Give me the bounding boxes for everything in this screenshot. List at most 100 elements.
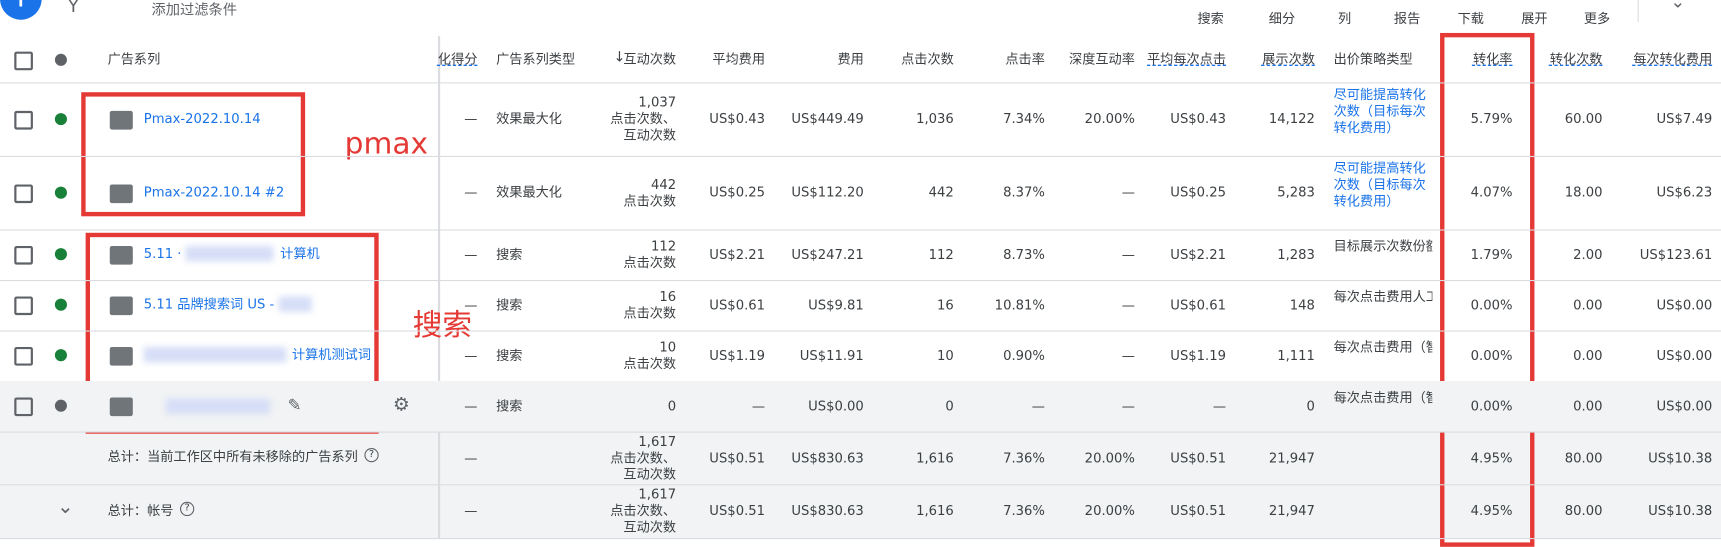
cell-interactions: 1,617 xyxy=(638,486,677,502)
campaign-name-end[interactable]: 计算机测试词 xyxy=(291,346,372,363)
cell-cost: US$449.49 xyxy=(791,110,864,127)
cell-clicks: 0 xyxy=(945,398,954,414)
cell-impressions: 5,283 xyxy=(1277,184,1315,200)
cell-impressions: 1,111 xyxy=(1277,347,1315,363)
toolbar-action[interactable]: 列 xyxy=(1337,10,1352,27)
cell-interactions-sub: 点击次数 xyxy=(623,305,677,321)
status xyxy=(54,298,67,311)
toolbar-action[interactable]: 搜索 xyxy=(1197,10,1224,27)
row-divider xyxy=(0,484,1721,486)
checkbox[interactable] xyxy=(14,183,33,203)
campaign-name[interactable]: Pmax-2022.10.14 #2 xyxy=(143,183,285,200)
cell-interactions: 1,037 xyxy=(638,94,677,110)
campaign-name[interactable]: 5.11 · xyxy=(143,245,182,262)
cell-ctr: — xyxy=(1031,398,1045,414)
checkbox[interactable] xyxy=(14,296,33,316)
campaign-icon xyxy=(109,183,133,203)
column-header[interactable]: 点击率 xyxy=(1005,51,1045,67)
add-button[interactable]: + xyxy=(0,0,42,20)
annotation: 搜索 xyxy=(412,308,472,343)
help-icon[interactable]: ? xyxy=(364,447,379,463)
toolbar-action[interactable]: 报告 xyxy=(1393,10,1421,27)
cell-conversions: 0.00 xyxy=(1573,347,1603,363)
column-header[interactable]: 深度互动率 xyxy=(1069,51,1135,67)
total-bg xyxy=(0,484,1721,539)
cell-clicks: 16 xyxy=(937,297,954,313)
redacted xyxy=(278,296,312,312)
cell-type: 搜索 xyxy=(496,347,523,363)
column-header[interactable]: 广告系列类型 xyxy=(496,51,576,67)
cell-cost-conv: US$10.38 xyxy=(1648,449,1713,466)
cell-avg-cost: US$0.43 xyxy=(709,110,766,127)
expand-icon[interactable]: ⌄ xyxy=(57,495,74,519)
total-label: 总计：帐号 xyxy=(107,502,174,518)
column-header[interactable]: 出价策略类型 xyxy=(1333,51,1413,67)
toolbar-action[interactable]: 展开 xyxy=(1521,10,1548,27)
toolbar-action[interactable]: 更多 xyxy=(1583,10,1611,27)
cell-cost: US$830.63 xyxy=(791,502,864,519)
bid-strategy: 每次点击费用（智 xyxy=(1333,339,1433,355)
header-bg xyxy=(0,36,1721,83)
cell-engagement: 20.00% xyxy=(1084,449,1135,466)
filter-icon[interactable]: Y xyxy=(68,0,79,17)
column-header[interactable]: 平均每次点击 xyxy=(1146,51,1227,67)
cell-avg-cost: — xyxy=(751,398,766,414)
bid-strategy: 尽可能提高转化次数（目标每次转化费用） xyxy=(1333,86,1426,135)
cell-cost: US$830.63 xyxy=(791,449,864,466)
checkbox[interactable] xyxy=(14,51,33,71)
row-divider xyxy=(0,82,1721,84)
collapse-icon[interactable]: ⌄ xyxy=(1670,0,1686,13)
cell-avg-cpc: US$0.61 xyxy=(1170,297,1227,313)
cell-score: — xyxy=(464,110,478,127)
cell-interactions-sub: 点击次数、互动次数 xyxy=(610,110,677,143)
cell-avg-cpc: US$0.43 xyxy=(1170,110,1227,127)
cell-cost: US$247.21 xyxy=(791,246,864,262)
total-bg xyxy=(0,431,1721,485)
redacted xyxy=(185,245,274,262)
column-header[interactable]: 点击次数 xyxy=(901,51,954,67)
toolbar-action[interactable]: 细分 xyxy=(1268,10,1296,27)
status xyxy=(54,186,67,199)
column-header[interactable]: 化得分 xyxy=(437,51,478,67)
cell-interactions-sub: 点击次数、互动次数 xyxy=(610,502,677,535)
campaign-name[interactable]: Pmax-2022.10.14 xyxy=(143,110,261,126)
checkbox[interactable] xyxy=(14,110,33,130)
column-header[interactable]: 展示次数 xyxy=(1262,51,1315,67)
edit-icon[interactable]: ✎ xyxy=(287,395,302,416)
status xyxy=(54,349,67,362)
row-divider xyxy=(0,431,1721,433)
cell-cost: US$9.81 xyxy=(808,297,864,313)
cell-avg-cpc: US$1.19 xyxy=(1170,347,1227,363)
cell-cost-conv: US$7.49 xyxy=(1656,110,1713,127)
cell-cost-conv: US$0.00 xyxy=(1656,347,1713,363)
total-label: 总计：当前工作区中所有未移除的广告系列 xyxy=(107,449,358,465)
column-header[interactable]: 转化率 xyxy=(1472,51,1513,67)
checkbox[interactable] xyxy=(14,245,33,265)
cell-ctr: 8.37% xyxy=(1003,184,1045,200)
cell-cost-conv: US$0.00 xyxy=(1656,297,1713,313)
cell-engagement: — xyxy=(1121,297,1135,313)
column-header[interactable]: 每次转化费用 xyxy=(1633,51,1713,67)
cell-avg-cpc: US$0.51 xyxy=(1170,502,1227,519)
cell-score: — xyxy=(464,502,478,519)
campaign-name[interactable]: 5.11 品牌搜索词 US - xyxy=(143,296,275,312)
column-header[interactable]: 互动次数 xyxy=(623,51,677,67)
cell-interactions-sub: 点击次数 xyxy=(623,355,677,372)
cell-impressions: 148 xyxy=(1289,297,1315,313)
cell-interactions: 442 xyxy=(650,176,677,192)
toolbar-action[interactable]: 下载 xyxy=(1457,10,1484,27)
filter-input[interactable]: 添加过滤条件 xyxy=(151,2,238,19)
column-header[interactable]: 转化次数 xyxy=(1549,51,1603,67)
help-icon[interactable]: ? xyxy=(180,501,195,516)
column-header[interactable]: 费用 xyxy=(837,51,864,67)
settings-icon[interactable]: ⚙ xyxy=(392,394,410,417)
checkbox[interactable] xyxy=(14,397,33,417)
column-header[interactable]: 平均费用 xyxy=(712,51,766,67)
cell-engagement: — xyxy=(1121,347,1135,363)
cell-avg-cpc: US$0.51 xyxy=(1170,449,1227,466)
divider xyxy=(1637,0,1639,22)
checkbox[interactable] xyxy=(14,346,33,366)
campaign-name-end[interactable]: 计算机 xyxy=(280,245,320,262)
column-header[interactable]: 广告系列 xyxy=(107,51,161,67)
